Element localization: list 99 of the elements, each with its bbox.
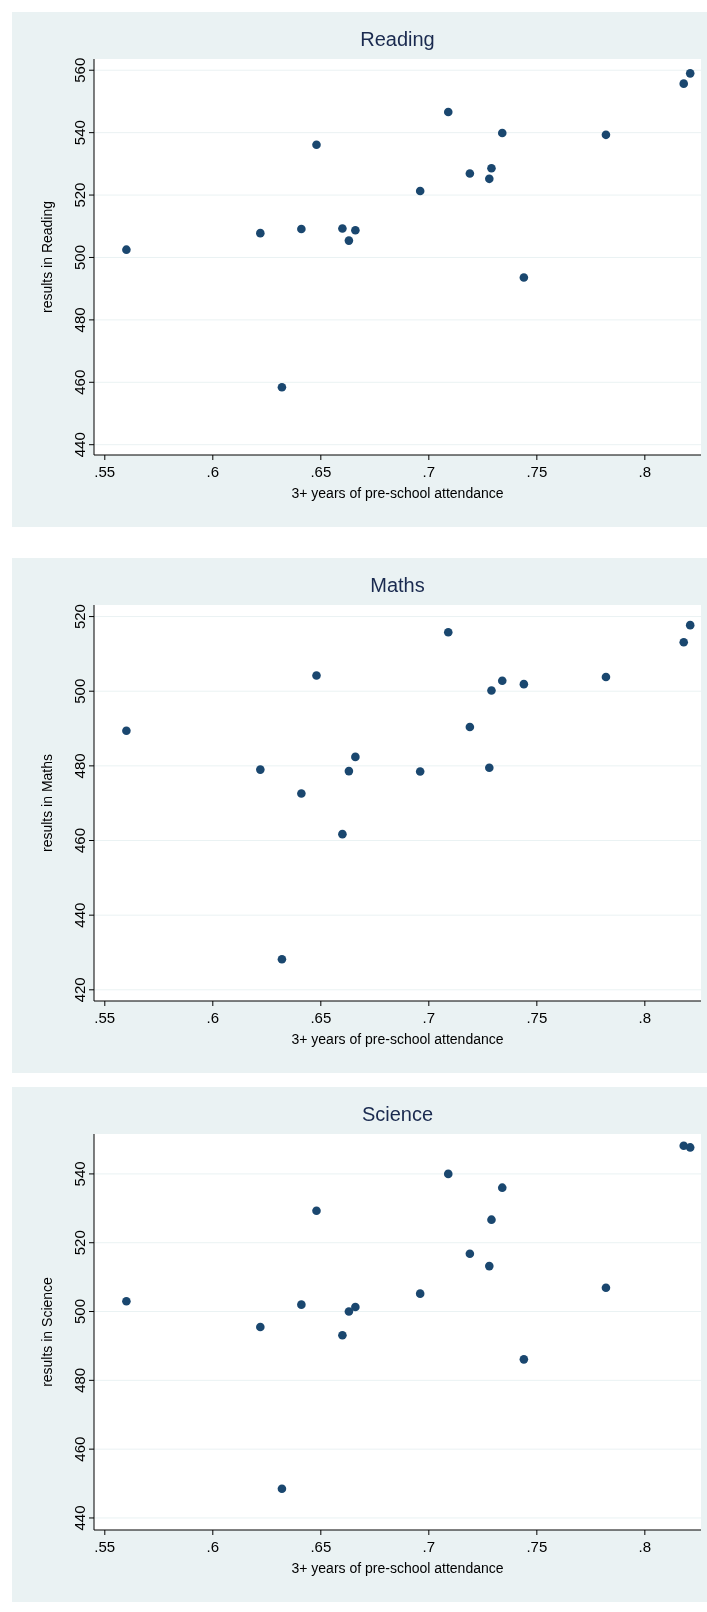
x-tick-label: .65 [310, 1009, 332, 1026]
point [443, 107, 453, 117]
x-tick-label: .7 [422, 1538, 436, 1555]
x-axis-title: 3+ years of pre-school attendance [291, 485, 504, 501]
y-tick-label: 420 [71, 977, 88, 1003]
point [312, 671, 321, 680]
x-tick-label: .8 [638, 463, 652, 480]
x-tick-label: .55 [94, 1538, 116, 1555]
point [465, 722, 475, 732]
point [351, 226, 360, 235]
point [679, 638, 689, 647]
x-tick-label: .65 [310, 1538, 332, 1555]
point [122, 1296, 131, 1306]
x-tick-label: .7 [422, 1009, 436, 1026]
point [312, 1206, 321, 1216]
point [485, 763, 494, 773]
point [487, 686, 496, 695]
point [497, 1183, 507, 1192]
point [685, 69, 695, 78]
y-tick-label: 480 [71, 753, 88, 779]
point [344, 236, 354, 245]
chart-title: Science [361, 1103, 434, 1125]
chart-title: Maths [370, 574, 425, 596]
y-tick-label: 480 [71, 1367, 88, 1393]
point [443, 1169, 453, 1179]
x-tick-label: .6 [206, 463, 220, 480]
x-tick-label: .55 [94, 463, 116, 480]
point [485, 174, 494, 184]
y-tick-label: 500 [71, 244, 88, 270]
x-tick-label: .65 [310, 463, 332, 480]
y-axis-title: results in Reading [39, 200, 55, 314]
point [415, 1289, 425, 1298]
x-tick-label: .55 [94, 1009, 116, 1026]
point [256, 765, 265, 774]
point [344, 766, 354, 776]
point [601, 1283, 611, 1293]
point [277, 954, 287, 964]
y-tick-label: 540 [71, 120, 88, 146]
x-tick-label: .75 [526, 1009, 548, 1026]
point [338, 224, 347, 233]
point [122, 726, 131, 736]
point [338, 829, 347, 839]
point [338, 1330, 347, 1340]
point [256, 228, 265, 238]
y-tick-label: 440 [71, 432, 88, 458]
point [277, 382, 287, 392]
point [344, 1307, 354, 1316]
y-tick-label: 460 [71, 827, 88, 854]
point [297, 789, 306, 798]
x-tick-label: .6 [206, 1538, 220, 1555]
x-tick-label: .6 [206, 1009, 220, 1026]
point [685, 620, 695, 630]
point [485, 1261, 494, 1271]
y-tick-label: 460 [71, 1436, 88, 1462]
point [297, 1300, 306, 1309]
y-tick-label: 560 [71, 57, 88, 83]
y-axis-title: results in Science [39, 1276, 55, 1387]
point [312, 140, 321, 150]
point [519, 273, 529, 282]
x-tick-label: .75 [526, 1538, 548, 1555]
point [487, 1215, 496, 1224]
chart-title: Reading [360, 28, 435, 50]
y-tick-label: 440 [71, 1505, 88, 1531]
point [415, 767, 425, 776]
point [497, 128, 507, 138]
y-tick-label: 500 [71, 678, 88, 704]
x-tick-label: .7 [422, 463, 436, 480]
point [601, 672, 611, 682]
y-tick-label: 540 [71, 1161, 88, 1187]
point [122, 245, 131, 254]
point [297, 224, 306, 234]
x-axis-title: 3+ years of pre-school attendance [291, 1560, 504, 1576]
point [601, 130, 611, 140]
y-tick-label: 520 [71, 604, 88, 630]
y-tick-label: 520 [71, 182, 88, 208]
x-tick-label: .75 [526, 463, 548, 480]
point [351, 752, 360, 762]
point [519, 1355, 529, 1364]
y-tick-label: 520 [71, 1230, 88, 1256]
point [256, 1322, 265, 1332]
y-tick-label: 500 [71, 1299, 88, 1325]
point [465, 1249, 475, 1259]
point [679, 79, 689, 88]
y-tick-label: 460 [71, 369, 88, 395]
x-tick-label: .8 [638, 1538, 652, 1555]
point [497, 676, 507, 686]
x-axis-title: 3+ years of pre-school attendance [291, 1031, 504, 1047]
y-tick-label: 480 [71, 307, 88, 333]
point [415, 186, 425, 196]
point [443, 627, 453, 637]
point [519, 679, 529, 689]
point [465, 169, 475, 178]
y-tick-label: 440 [71, 902, 88, 928]
y-axis-title: results in Maths [39, 753, 55, 853]
point [277, 1484, 287, 1494]
x-tick-label: .8 [638, 1009, 652, 1026]
point [685, 1143, 695, 1152]
point [351, 1302, 360, 1312]
point [487, 163, 496, 173]
